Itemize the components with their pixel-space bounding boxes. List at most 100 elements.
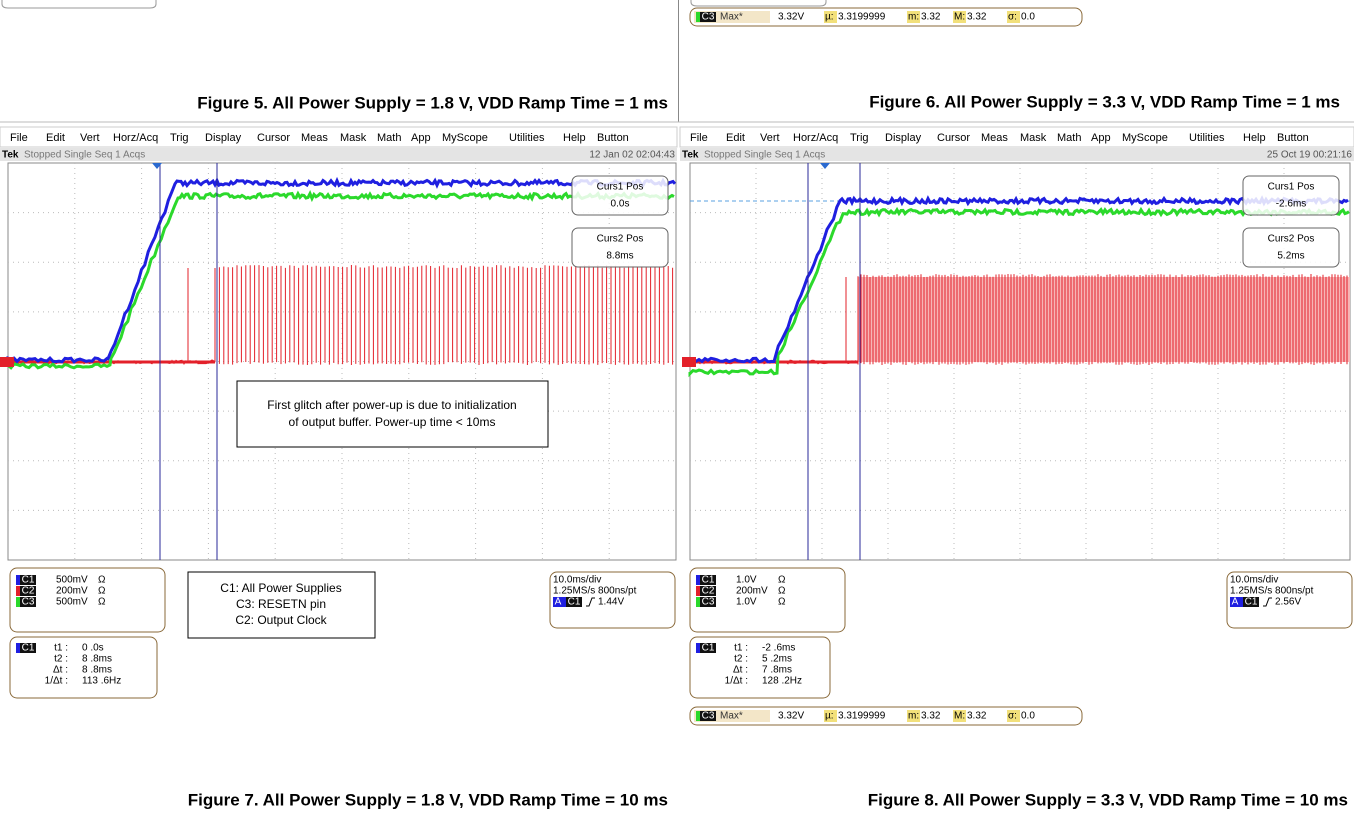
stat-label: m: [908, 711, 919, 722]
stat-value: 3.32 [921, 12, 941, 23]
measurement-value: 3.32V [778, 711, 804, 722]
menu-item: Meas [301, 132, 328, 144]
channel-id: C3 [702, 711, 715, 722]
readout-value: 7 .8ms [762, 665, 792, 676]
channel-marker [682, 357, 696, 367]
caption: Figure 5. All Power Supply = 1.8 V, VDD … [197, 93, 668, 112]
document: Figure 5. All Power Supply = 1.8 V, VDD … [0, 0, 1354, 815]
timebase: 10.0ms/div [553, 575, 601, 586]
readout-label: t2 : [734, 654, 748, 665]
channel-unit: Ω [98, 586, 106, 597]
cursor-value: 5.2ms [1277, 251, 1304, 262]
measurement-name: Max* [720, 12, 743, 23]
caption: Figure 8. All Power Supply = 3.3 V, VDD … [868, 790, 1348, 809]
timebase: 1.25MS/s 800ns/pt [1230, 586, 1314, 597]
readout-value: 128 .2Hz [762, 676, 802, 687]
timebase: 1.25MS/s 800ns/pt [553, 586, 637, 597]
channel-scale: 1.0V [736, 575, 757, 586]
channel-scale: 200mV [56, 586, 88, 597]
channel-id: C1 [22, 575, 35, 586]
cursor-label: Curs2 Pos [597, 234, 644, 245]
menu-item: App [1091, 132, 1111, 144]
readout-value: 113 .6Hz [82, 676, 121, 687]
stat-label: µ: [825, 711, 834, 722]
menu-item: Edit [726, 132, 745, 144]
annotation-box [237, 381, 548, 447]
menu-item: Mask [1020, 132, 1047, 144]
channel-scale: 200mV [736, 586, 768, 597]
menu-item: Cursor [937, 132, 970, 144]
menu-item: Button [1277, 132, 1309, 144]
timestamp: 25 Oct 19 00:21:16 [1267, 150, 1353, 161]
menu-item: MyScope [1122, 132, 1168, 144]
brand: Tek [2, 150, 19, 161]
channel-scale: 500mV [56, 575, 88, 586]
channel-id: C1 [568, 597, 581, 608]
channel-scale: 500mV [56, 597, 88, 608]
stat-value: 3.3199999 [838, 12, 886, 23]
cursor-label: Curs1 Pos [1268, 182, 1315, 193]
channel-color [16, 586, 20, 596]
caption: Figure 7. All Power Supply = 1.8 V, VDD … [188, 790, 668, 809]
menu-item: Horz/Acq [113, 132, 158, 144]
channel-id: C1 [702, 575, 715, 586]
menu-item: Vert [80, 132, 100, 144]
menu-item: Horz/Acq [793, 132, 838, 144]
readout-label: Δt : [733, 665, 748, 676]
stat-value: 3.32 [921, 711, 941, 722]
menu-item: Help [563, 132, 586, 144]
menu-item: Button [597, 132, 629, 144]
caption: Figure 6. All Power Supply = 3.3 V, VDD … [869, 92, 1340, 111]
stat-label: σ: [1008, 711, 1017, 722]
readout-label: 1/Δt : [725, 676, 748, 687]
stat-value: 3.3199999 [838, 711, 886, 722]
readout-label: t2 : [54, 654, 68, 665]
stat-value: 0.0 [1021, 12, 1035, 23]
menu-item: Edit [46, 132, 65, 144]
readout-label: Δt : [53, 665, 68, 676]
menu-item: Cursor [257, 132, 290, 144]
menu-item: MyScope [442, 132, 488, 144]
stat-value: 3.32 [967, 711, 987, 722]
stat-value: 0.0 [1021, 711, 1035, 722]
menu-item: Display [205, 132, 242, 144]
channel-color [562, 597, 566, 607]
channel-unit: Ω [98, 597, 106, 608]
channel-id: C1 [702, 643, 715, 654]
menu-item: File [690, 132, 708, 144]
channel-color [696, 575, 700, 585]
channel-id: C1 [22, 643, 35, 654]
measurement-name: Max* [720, 711, 743, 722]
channel-id: C3 [22, 597, 35, 608]
cursor-label: Curs2 Pos [1268, 234, 1315, 245]
trigger-mode: A [1232, 597, 1239, 608]
page: Figure 5. All Power Supply = 1.8 V, VDD … [0, 0, 1354, 815]
readout-value: -2 .6ms [762, 643, 795, 654]
channel-color [696, 597, 700, 607]
menu-item: App [411, 132, 431, 144]
channel-unit: Ω [98, 575, 106, 586]
stat-label: µ: [825, 12, 834, 23]
stat-label: M: [954, 12, 965, 23]
channel-color [16, 643, 20, 653]
cursor-value: 8.8ms [606, 251, 633, 262]
channel-color [16, 575, 20, 585]
stat-label: M: [954, 711, 965, 722]
readout-label: 1/Δt : [45, 676, 68, 687]
readout-value: 0 .0s [82, 643, 104, 654]
channel-id: C3 [702, 12, 715, 23]
readout-label: t1 : [54, 643, 68, 654]
stat-label: m: [908, 12, 919, 23]
cursor-value: -2.6ms [1276, 199, 1307, 210]
channel-id: C2 [702, 586, 715, 597]
channel-unit: Ω [778, 586, 786, 597]
channel-marker [0, 357, 14, 367]
menu-item: Mask [340, 132, 367, 144]
channel-id: C3 [702, 597, 715, 608]
annotation: of output buffer. Power-up time < 10ms [289, 415, 496, 429]
menu-item: Display [885, 132, 922, 144]
channel-id: C1 [1245, 597, 1258, 608]
stat-label: σ: [1008, 12, 1017, 23]
legend-entry: C3: RESETN pin [236, 597, 326, 611]
readout-value: 5 .2ms [762, 654, 792, 665]
